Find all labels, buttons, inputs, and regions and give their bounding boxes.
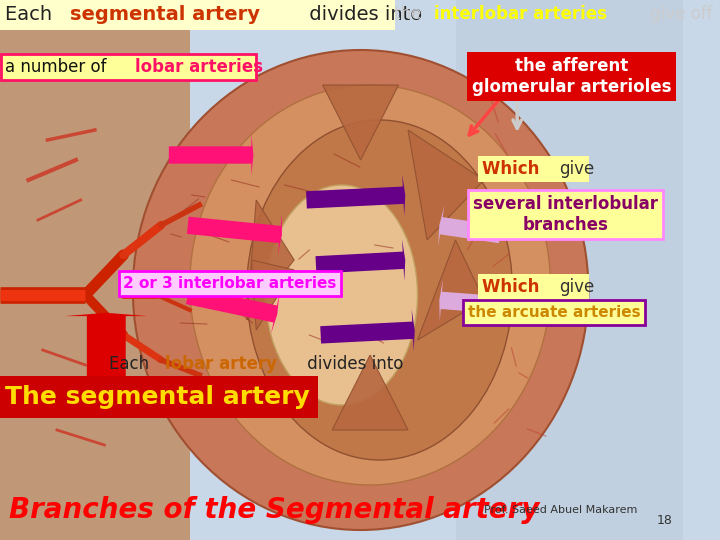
Text: give off: give off (645, 5, 713, 23)
Text: Each: Each (5, 5, 58, 24)
Ellipse shape (247, 120, 513, 460)
Polygon shape (456, 0, 683, 540)
Text: interlobar arteries: interlobar arteries (433, 5, 607, 23)
Text: Each: Each (109, 355, 155, 373)
Text: several interlobular
branches: several interlobular branches (472, 195, 657, 234)
Text: segmental artery: segmental artery (70, 5, 260, 24)
Text: give: give (559, 278, 595, 296)
Text: Which give: Which give (482, 160, 585, 178)
Text: Prof. Saeed Abuel Makarem: Prof. Saeed Abuel Makarem (484, 505, 637, 515)
Text: Which give: Which give (482, 278, 585, 296)
Polygon shape (418, 240, 484, 340)
Text: 18: 18 (657, 514, 672, 526)
Text: the arcuate arteries: the arcuate arteries (468, 305, 641, 320)
Text: divides into: divides into (302, 5, 422, 24)
Polygon shape (332, 355, 408, 430)
Text: lobar arteries: lobar arteries (135, 58, 264, 76)
Text: lobar artery: lobar artery (165, 355, 276, 373)
Text: divides into: divides into (302, 355, 403, 373)
Polygon shape (408, 130, 484, 240)
Text: Which: Which (482, 160, 545, 178)
Text: the: the (394, 5, 426, 23)
Text: a number of lobar arteries: a number of lobar arteries (5, 58, 252, 76)
Text: the afferent
glomerular arterioles: the afferent glomerular arterioles (472, 57, 671, 96)
Text: 2 or 3 interlobar arteries: 2 or 3 interlobar arteries (123, 276, 337, 291)
Text: Branches of the Segmental artery: Branches of the Segmental artery (9, 496, 540, 524)
Polygon shape (251, 260, 294, 330)
Polygon shape (247, 200, 294, 320)
Text: The segmental artery: The segmental artery (5, 385, 310, 409)
Text: give: give (559, 160, 595, 178)
Ellipse shape (133, 50, 588, 530)
Text: Each segmental artery divides into: Each segmental artery divides into (5, 5, 389, 24)
Text: Which: Which (482, 278, 545, 296)
Ellipse shape (266, 185, 418, 405)
Text: a number of: a number of (5, 58, 112, 76)
Polygon shape (0, 0, 190, 540)
Ellipse shape (190, 85, 550, 485)
Polygon shape (323, 85, 399, 160)
